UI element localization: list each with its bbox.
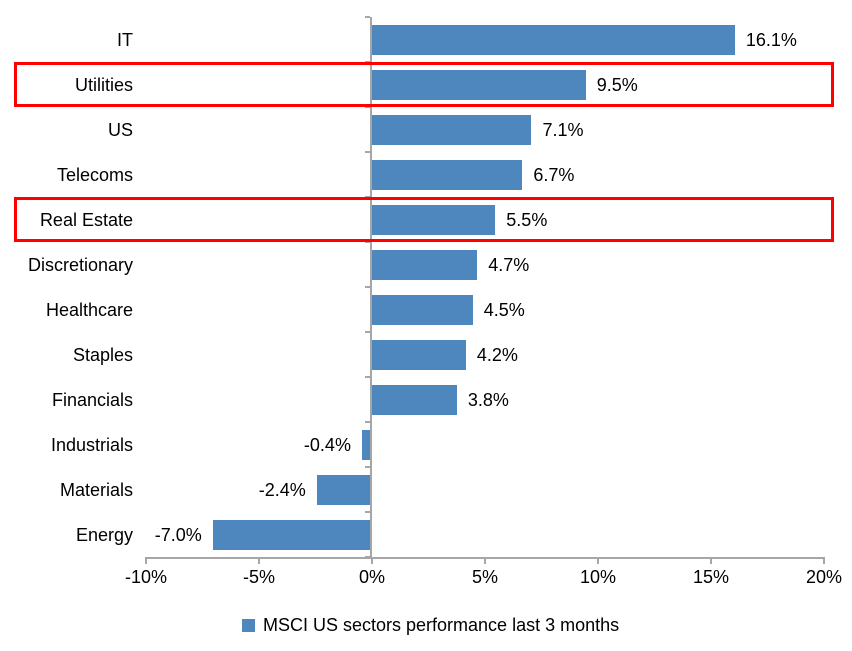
category-label-industrials: Industrials bbox=[50, 434, 133, 455]
x-axis-tick bbox=[145, 557, 147, 564]
highlight-box-real-estate bbox=[14, 197, 834, 242]
bar-us bbox=[371, 114, 532, 145]
bar-it bbox=[371, 24, 735, 55]
zero-axis-tick bbox=[365, 151, 370, 153]
value-label-us: 7.1% bbox=[542, 119, 584, 140]
zero-axis-tick bbox=[365, 331, 370, 333]
category-label-us: US bbox=[107, 119, 133, 140]
legend-swatch-icon bbox=[242, 618, 255, 632]
bar-discretionary bbox=[371, 249, 478, 280]
bar-utilities bbox=[371, 69, 586, 100]
zero-axis-tick bbox=[365, 511, 370, 513]
x-axis-tick bbox=[484, 557, 486, 564]
zero-axis-tick bbox=[365, 106, 370, 108]
category-label-materials: Materials bbox=[59, 479, 133, 500]
value-label-financials: 3.8% bbox=[467, 389, 509, 410]
category-label-real-estate: Real Estate bbox=[39, 209, 133, 230]
x-axis-tick bbox=[258, 557, 260, 564]
value-label-telecoms: 6.7% bbox=[533, 164, 575, 185]
zero-axis-tick bbox=[365, 466, 370, 468]
zero-axis-tick bbox=[365, 241, 370, 243]
value-label-it: 16.1% bbox=[745, 29, 797, 50]
x-tick-label-6: 20% bbox=[805, 567, 843, 587]
zero-axis-tick bbox=[365, 376, 370, 378]
value-label-discretionary: 4.7% bbox=[488, 254, 530, 275]
x-axis-tick bbox=[710, 557, 712, 564]
zero-axis-line bbox=[370, 17, 372, 557]
bar-telecoms bbox=[371, 159, 523, 190]
x-tick-label-5: 15% bbox=[692, 567, 730, 587]
zero-axis-tick bbox=[365, 16, 370, 18]
category-label-it: IT bbox=[117, 29, 133, 50]
category-label-energy: Energy bbox=[75, 524, 133, 545]
value-label-materials: -2.4% bbox=[258, 479, 306, 500]
bar-materials bbox=[316, 474, 371, 505]
x-tick-label-2: 0% bbox=[358, 567, 385, 587]
bar-financials bbox=[371, 384, 457, 415]
legend: MSCI US sectors performance last 3 month… bbox=[242, 613, 619, 637]
value-label-real-estate: 5.5% bbox=[506, 209, 548, 230]
bar-healthcare bbox=[371, 294, 473, 325]
bar-staples bbox=[371, 339, 466, 370]
x-tick-label-3: 5% bbox=[471, 567, 498, 587]
value-label-healthcare: 4.5% bbox=[483, 299, 525, 320]
x-axis-tick bbox=[597, 557, 599, 564]
value-label-industrials: -0.4% bbox=[303, 434, 351, 455]
category-label-staples: Staples bbox=[72, 344, 133, 365]
zero-axis-tick bbox=[365, 421, 370, 423]
value-label-staples: 4.2% bbox=[476, 344, 518, 365]
value-label-utilities: 9.5% bbox=[596, 74, 638, 95]
x-axis-tick bbox=[371, 557, 373, 564]
x-tick-label-4: 10% bbox=[579, 567, 617, 587]
value-label-energy: -7.0% bbox=[154, 524, 202, 545]
category-label-telecoms: Telecoms bbox=[56, 164, 133, 185]
category-label-utilities: Utilities bbox=[74, 74, 133, 95]
category-label-discretionary: Discretionary bbox=[27, 254, 133, 275]
bar-real-estate bbox=[371, 204, 496, 235]
bar-energy bbox=[212, 519, 371, 550]
x-axis-tick bbox=[823, 557, 825, 564]
category-label-financials: Financials bbox=[51, 389, 133, 410]
bar-industrials bbox=[361, 429, 371, 460]
zero-axis-tick bbox=[365, 286, 370, 288]
category-label-healthcare: Healthcare bbox=[45, 299, 133, 320]
x-tick-label-1: -5% bbox=[242, 567, 275, 587]
highlight-box-utilities bbox=[14, 62, 834, 107]
x-tick-label-0: -10% bbox=[124, 567, 168, 587]
legend-label: MSCI US sectors performance last 3 month… bbox=[263, 615, 620, 635]
